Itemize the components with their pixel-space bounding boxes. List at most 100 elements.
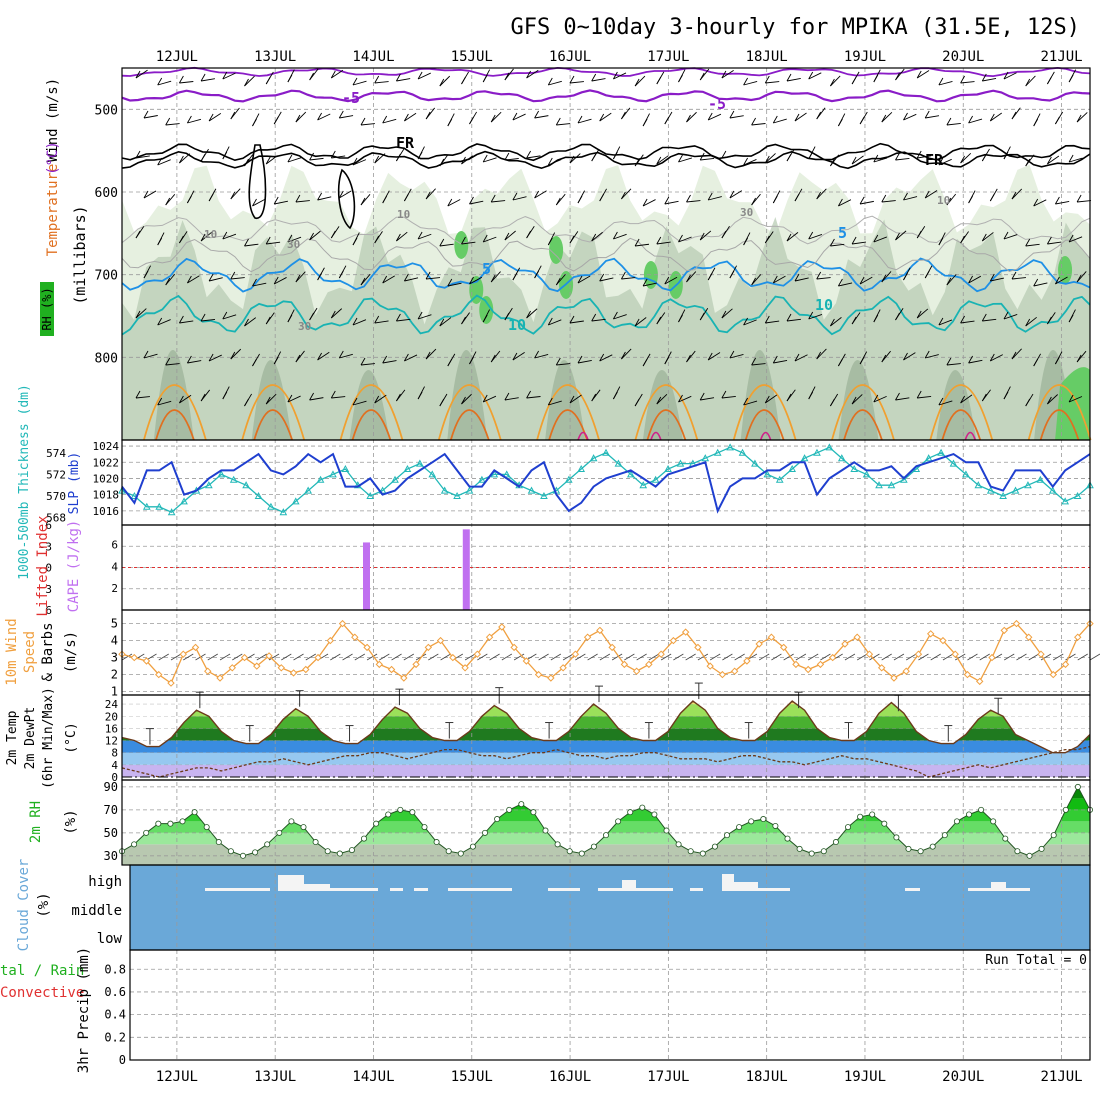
wind-barb-flag — [1011, 191, 1017, 200]
surface-wind-barb — [807, 653, 819, 661]
freezing-line-b — [121, 150, 1091, 170]
rh-point — [397, 806, 404, 813]
rh-point — [917, 848, 924, 855]
wind-barb — [208, 112, 222, 122]
isotherm-15 — [732, 384, 797, 441]
rh-point — [978, 806, 985, 813]
slp-tick-label: 1024 — [93, 440, 120, 453]
wind-tick-label: 2 — [111, 668, 118, 682]
wind-barb — [556, 363, 571, 366]
isotherm-20 — [548, 409, 588, 441]
rh-point — [953, 818, 960, 825]
wind-barb-flag — [808, 151, 814, 160]
wind-barb — [556, 123, 571, 126]
wind-barb-flag — [208, 273, 214, 282]
wind-barb — [664, 200, 679, 205]
wind-barb-flag — [989, 353, 995, 362]
wind-barb — [982, 232, 994, 242]
wind-barb-flag — [1076, 274, 1082, 283]
isotherm-25 — [759, 431, 772, 441]
wind-barb-flag — [938, 157, 944, 166]
wind-barb — [903, 352, 916, 361]
wind-barb — [925, 354, 939, 359]
surface-wind-barb — [783, 653, 794, 661]
wind-speed-point — [338, 619, 347, 628]
wind-barb-flag — [187, 195, 192, 204]
rh-high-cell — [454, 231, 469, 259]
wind-barb — [404, 354, 418, 362]
wind-barb-flag — [526, 150, 531, 159]
wind-barb — [708, 113, 722, 121]
temp-tick-label: 24 — [105, 698, 119, 711]
surface-wind-barb — [170, 653, 182, 661]
wind-barb — [1003, 313, 1018, 320]
wind-barb-flag — [664, 116, 670, 125]
surface-wind-barb — [477, 653, 488, 661]
wind-barb — [851, 394, 863, 405]
wind-barb — [938, 158, 952, 166]
wind-barb-flag — [764, 235, 770, 244]
wind-barb-flag — [830, 158, 835, 167]
isotherm-15 — [831, 384, 895, 441]
day-label-top: 14JUL — [352, 49, 394, 65]
wind-barb — [273, 277, 287, 285]
upper-ylabel-pressure: (millibars) — [71, 205, 89, 304]
surface-wind-barb — [403, 653, 415, 661]
wind-barb-flag — [309, 392, 314, 401]
cloud-block — [304, 884, 330, 891]
slp-tick-label: 1020 — [93, 472, 120, 485]
thickness-point — [875, 481, 883, 489]
wind-barb — [1003, 72, 1017, 80]
wind-barb-flag — [916, 230, 922, 239]
wind-barb — [425, 348, 437, 360]
wind-barb-flag — [764, 155, 770, 164]
wind-barb-flag — [946, 277, 952, 286]
wind-barb-flag — [1068, 314, 1074, 323]
wind-barb — [396, 78, 411, 82]
wind-barb — [786, 231, 799, 242]
wind-barb-flag — [903, 192, 908, 201]
wind-barb-flag — [534, 110, 539, 119]
wind-barb — [765, 320, 780, 324]
wind-speed-point — [841, 640, 849, 648]
thickness-point — [974, 481, 983, 489]
wind-barb-flag — [187, 115, 192, 124]
wind-speed-point — [449, 653, 457, 662]
wind-barb-flag — [851, 76, 857, 85]
wind-speed-point — [510, 643, 518, 652]
rh-point — [724, 832, 731, 839]
wind-barb — [743, 400, 758, 406]
wind-barb-flag — [439, 158, 445, 167]
wind-barb-flag — [165, 117, 171, 126]
thickness-point — [453, 491, 461, 499]
rh-point — [590, 843, 597, 850]
isotherm-20 — [941, 409, 982, 441]
wind-barb — [938, 400, 953, 406]
wind-barb-flag — [1047, 396, 1052, 405]
wind-barb-flag — [360, 197, 366, 206]
wind-barb — [265, 155, 278, 165]
wind-barb — [700, 397, 715, 401]
li-tick-label: 3 — [45, 583, 52, 596]
day-label-bottom: 16JUL — [549, 1069, 591, 1085]
wind-barb-flag — [678, 74, 683, 83]
day-label-top: 16JUL — [549, 49, 591, 65]
wind-barb-flag — [569, 75, 575, 84]
wind-barb-flag — [222, 151, 228, 160]
wind-barb-flag — [851, 396, 857, 405]
day-label-bottom: 20JUL — [942, 1069, 984, 1085]
wind-barb-flag — [447, 118, 453, 127]
wind-barb — [287, 395, 301, 403]
wind-barb — [613, 314, 627, 320]
rh-point — [1074, 783, 1081, 790]
panel-frame-wind — [121, 609, 1091, 696]
slp-ylabel-slp: SLP (mb) — [67, 452, 82, 515]
wind-barb-flag — [165, 197, 171, 206]
wind-barb — [309, 397, 324, 401]
surface-wind-barb — [918, 653, 929, 661]
wind-barb — [816, 348, 827, 360]
wind-barb — [599, 112, 612, 122]
surface-wind-barb — [391, 653, 402, 661]
precip-ylabel-amount: 3hr Precip (mm) — [76, 947, 92, 1073]
wind-barb-flag — [808, 71, 814, 80]
